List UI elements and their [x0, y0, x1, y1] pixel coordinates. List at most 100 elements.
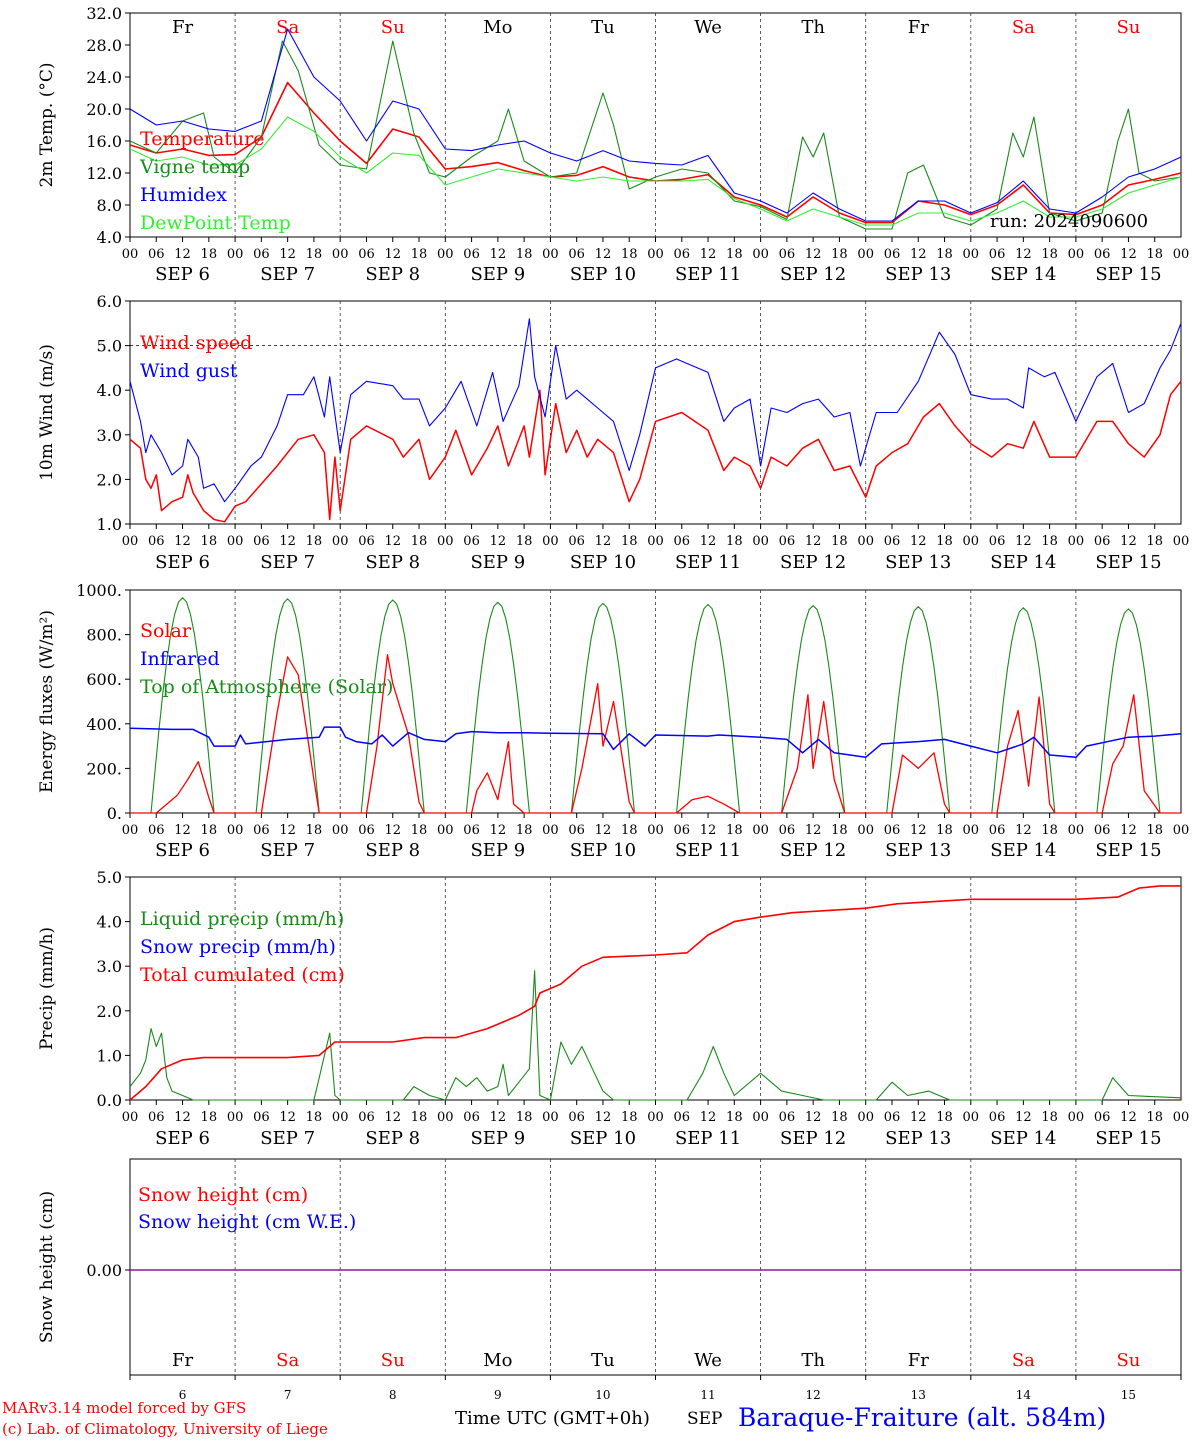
series-line-wind-gust [129, 318, 1182, 503]
hour-tick-label: 18 [306, 534, 323, 549]
hour-tick-label: 18 [1041, 534, 1058, 549]
hour-tick-label: 00 [963, 534, 980, 549]
y-tick-label: 0.0 [97, 1091, 122, 1110]
hour-tick-label: 12 [384, 823, 401, 838]
hour-tick-label: 12 [384, 534, 401, 549]
hour-tick-label: 12 [805, 1110, 822, 1125]
y-tick-label: 6.0 [97, 292, 122, 311]
hour-tick-label: 00 [332, 1110, 349, 1125]
hour-tick-label: 00 [857, 534, 874, 549]
hour-tick-label: 18 [726, 1110, 743, 1125]
hour-tick-label: 06 [989, 823, 1006, 838]
weekday-label: Mo [483, 17, 512, 38]
hour-tick-label: 00 [227, 823, 244, 838]
date-label: SEP 14 [990, 840, 1056, 861]
hour-tick-label: 06 [989, 1110, 1006, 1125]
hour-tick-label: 12 [279, 534, 296, 549]
date-label: SEP 6 [155, 840, 210, 861]
day-number-label: 12 [806, 1388, 821, 1402]
hour-tick-label: 00 [1173, 823, 1190, 838]
hour-tick-label: 18 [411, 1110, 428, 1125]
hour-tick-label: 12 [805, 823, 822, 838]
hour-tick-label: 06 [463, 1110, 480, 1125]
date-label: SEP 9 [470, 264, 525, 285]
hour-tick-label: 06 [463, 534, 480, 549]
hour-tick-label: 00 [332, 823, 349, 838]
hour-tick-label: 12 [910, 534, 927, 549]
hour-tick-label: 00 [437, 247, 454, 262]
hour-tick-label: 06 [1094, 534, 1111, 549]
hour-tick-label: 00 [1068, 1110, 1085, 1125]
date-label: SEP 12 [780, 552, 846, 573]
legend-entry: Total cumulated (cm) [140, 964, 345, 986]
hour-tick-label: 12 [384, 247, 401, 262]
day-number-label: 8 [389, 1388, 397, 1402]
hour-tick-label: 18 [516, 247, 533, 262]
weekday-label: Sa [1012, 1350, 1035, 1371]
date-label: SEP 9 [470, 552, 525, 573]
hour-tick-label: 12 [1015, 534, 1032, 549]
weekday-label: Su [1116, 1350, 1140, 1371]
date-label: SEP 8 [365, 840, 420, 861]
date-label: SEP 6 [155, 264, 210, 285]
hour-tick-label: 00 [647, 1110, 664, 1125]
hour-tick-label: 00 [542, 534, 559, 549]
hour-tick-label: 12 [490, 247, 507, 262]
hour-tick-label: 12 [174, 1110, 191, 1125]
hour-tick-label: 12 [1120, 534, 1137, 549]
day-number-label: 15 [1121, 1388, 1136, 1402]
hour-tick-label: 18 [1146, 247, 1163, 262]
hour-tick-label: 00 [647, 247, 664, 262]
hour-tick-label: 18 [621, 247, 638, 262]
hour-tick-label: 12 [595, 534, 612, 549]
hour-tick-label: 06 [1094, 1110, 1111, 1125]
date-label: SEP 13 [885, 264, 951, 285]
legend-entry: Liquid precip (mm/h) [140, 908, 344, 930]
y-axis-label: 2m Temp. (°C) [37, 62, 57, 187]
hour-tick-label: 06 [1094, 247, 1111, 262]
hour-tick-label: 18 [411, 534, 428, 549]
hour-tick-label: 06 [463, 247, 480, 262]
plot-frame [129, 12, 1182, 238]
hour-tick-label: 18 [936, 247, 953, 262]
y-tick-label: 2.0 [97, 1002, 122, 1021]
weekday-label: Su [1116, 17, 1140, 38]
month-label: SEP [687, 1409, 723, 1429]
hour-tick-label: 06 [358, 823, 375, 838]
date-label: SEP 11 [675, 264, 741, 285]
hour-tick-label: 00 [122, 534, 139, 549]
weekday-label: Fr [172, 1350, 193, 1371]
hour-tick-label: 18 [1146, 534, 1163, 549]
plot-frame [129, 589, 1182, 814]
hour-tick-label: 00 [857, 247, 874, 262]
hour-tick-label: 06 [568, 534, 585, 549]
y-axis-label: Energy fluxes (W/m²) [37, 610, 57, 793]
hour-tick-label: 18 [411, 823, 428, 838]
hour-tick-label: 06 [674, 534, 691, 549]
date-label: SEP 14 [990, 552, 1056, 573]
hour-tick-label: 06 [779, 1110, 796, 1125]
x-axis-label: Time UTC (GMT+0h) [455, 1408, 650, 1429]
panel-4: Precip (mm/h) 0.0 1.0 2.0 3.0 4.0 5.0 00 06 12 18 S… [37, 868, 1189, 1149]
hour-tick-label: 06 [568, 247, 585, 262]
weekday-label: Su [381, 17, 405, 38]
weekday-label: Th [801, 17, 825, 38]
date-label: SEP 10 [570, 840, 636, 861]
hour-tick-label: 06 [674, 247, 691, 262]
hour-tick-label: 18 [936, 534, 953, 549]
day-number-label: 10 [595, 1388, 610, 1402]
hour-tick-label: 12 [490, 823, 507, 838]
hour-tick-label: 06 [463, 823, 480, 838]
hour-tick-label: 18 [306, 823, 323, 838]
panel-2: 10m Wind (m/s) 1.0 2.0 3.0 4.0 5.0 6.0 00 06 12 18… [37, 292, 1189, 573]
hour-tick-label: 06 [148, 823, 165, 838]
series-line-solar [130, 654, 1181, 814]
hour-tick-label: 18 [516, 534, 533, 549]
hour-tick-label: 18 [516, 823, 533, 838]
hour-tick-label: 00 [1068, 534, 1085, 549]
date-label: SEP 14 [990, 264, 1056, 285]
hour-tick-label: 18 [726, 534, 743, 549]
hour-tick-label: 18 [831, 247, 848, 262]
hour-tick-label: 12 [384, 1110, 401, 1125]
